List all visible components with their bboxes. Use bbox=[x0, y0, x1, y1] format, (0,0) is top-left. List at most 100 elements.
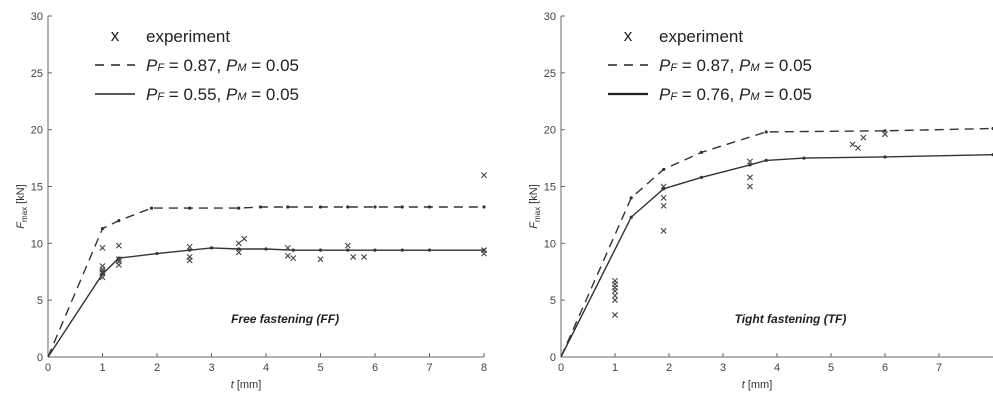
series-node-solid bbox=[400, 248, 404, 252]
x-tick-label: 4 bbox=[263, 362, 269, 374]
y-tick-label: 15 bbox=[544, 182, 556, 194]
legend-pm-label: P bbox=[226, 85, 238, 104]
legend-pf-sub: F bbox=[670, 91, 678, 103]
experiment-point bbox=[660, 183, 667, 190]
series-node-dashed bbox=[237, 206, 241, 210]
y-tick-label: 20 bbox=[544, 125, 556, 137]
series-node-dashed bbox=[149, 206, 154, 210]
series-node-dashed bbox=[662, 167, 666, 172]
series-line-solid bbox=[560, 154, 993, 358]
experiment-point bbox=[284, 252, 291, 259]
series-node-solid bbox=[748, 163, 752, 167]
experiment-point bbox=[882, 131, 888, 138]
experiment-point bbox=[99, 269, 106, 276]
legend-entry-2: PF = 0.76, PM = 0.05 bbox=[659, 85, 812, 104]
legend-entry-1: PF = 0.87, PM = 0.05 bbox=[146, 56, 299, 75]
experiment-point bbox=[612, 288, 618, 295]
legend-entry-2: PF = 0.55, PM = 0.05 bbox=[146, 85, 299, 104]
experiment-point bbox=[660, 227, 667, 234]
legend-pm-sub: M bbox=[237, 62, 247, 74]
experiment-point bbox=[481, 172, 487, 179]
series-node-dashed bbox=[117, 219, 121, 223]
x-tick-label: 0 bbox=[558, 362, 564, 374]
experiment-point bbox=[660, 202, 667, 209]
series-node-solid bbox=[155, 251, 159, 256]
annotation-label: Tight fastening (TF) bbox=[735, 312, 847, 326]
experiment-point bbox=[99, 244, 106, 251]
y-tick-label: 5 bbox=[37, 295, 43, 307]
series-node-dashed bbox=[629, 196, 633, 200]
series-node-solid bbox=[764, 158, 768, 162]
x-tick-label: 7 bbox=[426, 362, 432, 374]
series-node-dashed bbox=[883, 129, 887, 133]
x-axis-label: t [mm] bbox=[742, 379, 773, 391]
legend-entry-0: experiment bbox=[146, 27, 230, 46]
y-tick-label: 0 bbox=[550, 352, 556, 364]
series-node-dashed bbox=[400, 205, 404, 209]
series-node-solid bbox=[264, 247, 268, 251]
series-node-solid bbox=[629, 215, 633, 219]
x-axis-var: t bbox=[231, 379, 235, 391]
experiment-point bbox=[115, 242, 122, 249]
series-node-solid bbox=[188, 248, 192, 252]
legend-pf-sub: F bbox=[670, 62, 678, 74]
legend-pf-value: = 0.76, bbox=[677, 85, 739, 104]
legend-pm-label: P bbox=[739, 56, 751, 75]
y-tick-label: 10 bbox=[31, 238, 43, 250]
x-tick-label: 6 bbox=[882, 362, 888, 374]
y-tick-label: 15 bbox=[31, 182, 43, 194]
experiment-point bbox=[660, 194, 667, 201]
experiment-point bbox=[99, 274, 106, 281]
experiment-point bbox=[747, 183, 753, 190]
series-node-solid bbox=[427, 248, 432, 252]
x-tick-label: 2 bbox=[154, 362, 160, 374]
series-node-solid bbox=[373, 248, 377, 252]
legend-pf-value: = 0.55, bbox=[164, 85, 226, 104]
experiment-point bbox=[860, 134, 867, 141]
series-node-solid bbox=[318, 248, 323, 252]
y-tick-label: 25 bbox=[31, 68, 43, 80]
series-node-solid bbox=[883, 155, 887, 159]
legend-pm-sub: M bbox=[237, 91, 247, 103]
legend-pm-label: P bbox=[739, 85, 751, 104]
chart-left: 0 5 10 15 20 25 30 0 1 2 3 4 5 6 7 8 t [mm] Fmax [kN] Free… bbox=[15, 11, 487, 391]
y-axis-sub: max bbox=[20, 207, 29, 222]
experiment-point bbox=[361, 253, 368, 260]
experiment-point bbox=[344, 242, 351, 249]
experiment-point bbox=[290, 255, 297, 262]
y-tick-label: 30 bbox=[31, 11, 43, 23]
series-node-solid bbox=[291, 248, 295, 252]
y-axis-unit: [kN] bbox=[15, 184, 27, 207]
experiment-point bbox=[747, 174, 753, 181]
x-tick-label: 5 bbox=[317, 362, 323, 374]
experiment-point bbox=[235, 249, 242, 256]
x-tick-label: 2 bbox=[666, 362, 672, 374]
experiment-point bbox=[612, 311, 618, 318]
legend-pm-value: = 0.05 bbox=[760, 56, 812, 75]
experiment-point bbox=[284, 244, 291, 251]
series-node-solid bbox=[699, 175, 704, 180]
experiment-point bbox=[849, 141, 856, 148]
legend-pm-value: = 0.05 bbox=[247, 56, 299, 75]
experiment-point bbox=[99, 268, 106, 275]
y-tick-label: 30 bbox=[544, 11, 556, 23]
y-axis-var: F bbox=[15, 221, 27, 229]
x-tick-label: 1 bbox=[612, 362, 618, 374]
y-tick-label: 5 bbox=[550, 295, 556, 307]
legend-entry-1: PF = 0.87, PM = 0.05 bbox=[659, 56, 812, 75]
legend-marker-x: x bbox=[111, 26, 120, 45]
experiment-point bbox=[186, 243, 193, 250]
chart-right: 0 5 10 15 20 25 30 0 1 2 3 4 5 6 7 t [mm] Fmax [kN] Tight… bbox=[528, 11, 993, 391]
x-axis-unit: [mm] bbox=[234, 379, 262, 391]
y-axis-sub: max bbox=[533, 207, 542, 222]
y-tick-label: 0 bbox=[37, 352, 43, 364]
series-node-solid bbox=[209, 246, 214, 250]
legend-pf-label: P bbox=[146, 85, 158, 104]
x-tick-label: 6 bbox=[372, 362, 378, 374]
x-tick-label: 3 bbox=[720, 362, 726, 374]
x-axis-label: t [mm] bbox=[231, 379, 262, 391]
series-node-dashed bbox=[318, 205, 323, 209]
x-tick-label: 3 bbox=[208, 362, 214, 374]
x-axis-unit: [mm] bbox=[745, 379, 773, 391]
